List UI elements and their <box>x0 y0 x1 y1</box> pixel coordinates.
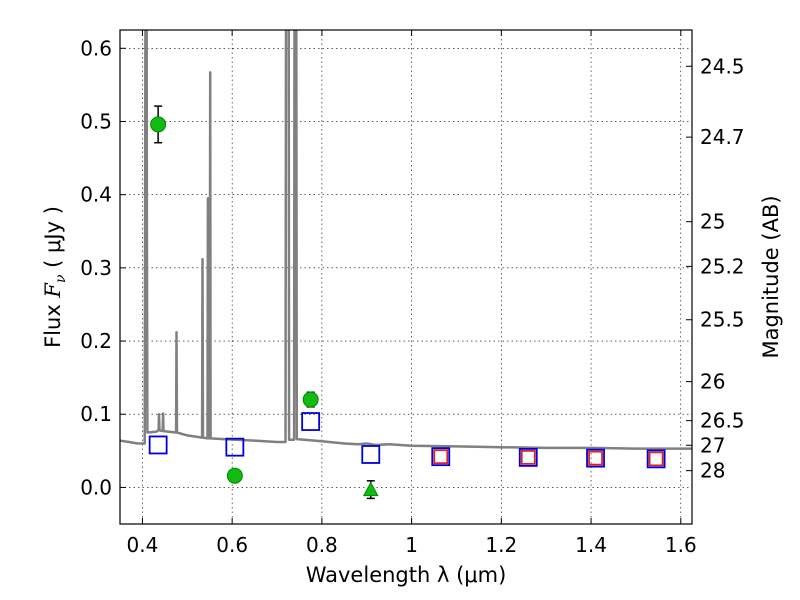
spectrum-line <box>120 30 692 450</box>
y-tick-label: 0.2 <box>80 329 112 353</box>
x-tick-label: 1.4 <box>575 533 607 557</box>
circle-marker <box>302 391 319 408</box>
y2-axis-label: Magnitude (AB) <box>759 195 783 358</box>
x-tick-label: 1.2 <box>485 533 517 557</box>
mag-tick-label: 27 <box>700 433 725 457</box>
square-marker <box>588 450 603 466</box>
model-spectrum <box>120 30 692 450</box>
x-tick-label: 0.8 <box>306 533 338 557</box>
y-tick-label: 0.6 <box>80 36 112 60</box>
plot-background <box>120 30 692 524</box>
square-marker <box>433 449 449 465</box>
x-tick-label: 0.6 <box>216 533 248 557</box>
x-axis-label: Wavelength λ (μm) <box>306 563 507 587</box>
square-marker <box>148 435 168 455</box>
y-tick-label: 0.3 <box>80 256 112 280</box>
mag-tick-label: 24.5 <box>700 54 745 78</box>
square-marker <box>361 445 381 464</box>
y-tick-label: 0.0 <box>80 475 112 499</box>
mag-tick-label: 28 <box>700 459 725 483</box>
circle-marker <box>226 467 243 484</box>
square-marker <box>225 437 245 457</box>
grid <box>120 30 692 524</box>
mag-tick-label: 26 <box>700 370 725 394</box>
circle-marker <box>150 116 167 133</box>
x-tick-label: 0.4 <box>127 533 159 557</box>
data-markers <box>148 105 666 500</box>
square-marker <box>431 447 451 467</box>
square-marker <box>301 412 321 431</box>
axis-ticks: 0.4 0.6 0.8 1 1.2 1.4 1.6 0.0 0.1 0.2 0.3 0.4 0.5 0.6… <box>80 30 745 557</box>
y-tick-label: 0.5 <box>80 109 112 133</box>
mag-tick-label: 25 <box>700 210 725 234</box>
mag-tick-label: 25.5 <box>700 308 745 332</box>
square-marker <box>646 449 666 469</box>
square-marker <box>648 451 664 467</box>
triangle-marker <box>362 481 379 497</box>
plot-frame <box>119 29 693 525</box>
y-tick-label: 0.1 <box>80 402 112 426</box>
square-marker <box>518 448 538 467</box>
mag-tick-label: 26.5 <box>700 409 745 433</box>
y-tick-label: 0.4 <box>80 183 112 207</box>
square-marker <box>586 448 605 468</box>
y-axis-label: Flux Fν ( μJy ) <box>41 206 69 348</box>
x-tick-label: 1 <box>405 533 418 557</box>
square-marker <box>520 450 536 465</box>
mag-tick-label: 24.7 <box>700 125 745 149</box>
mag-tick-label: 25.2 <box>700 254 745 278</box>
x-tick-label: 1.6 <box>665 533 697 557</box>
